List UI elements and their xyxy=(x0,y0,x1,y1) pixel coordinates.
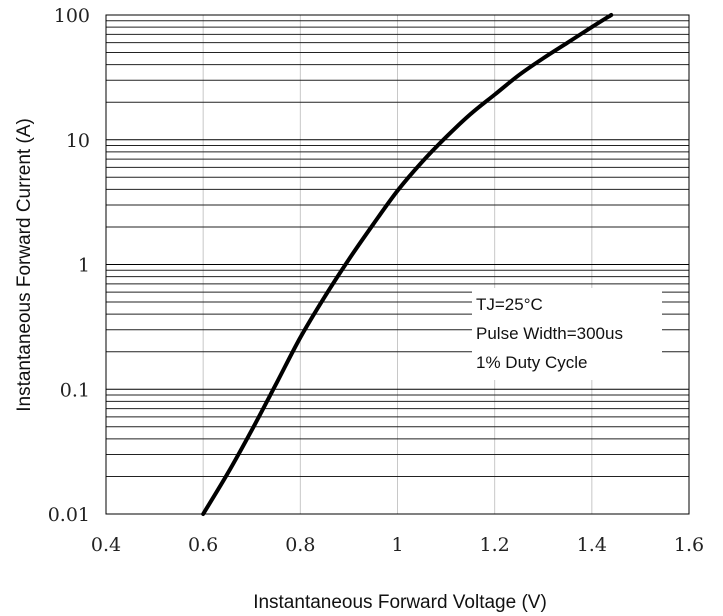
annotation-box: TJ=25°C Pulse Width=300us 1% Duty Cycle xyxy=(472,288,662,380)
x-tick-label: 1.4 xyxy=(577,534,607,556)
plot-frame xyxy=(105,14,690,515)
y-tick-labels: 0.01 0.1 1 10 100 xyxy=(48,5,90,526)
grid xyxy=(106,14,689,514)
y-tick-label: 0.01 xyxy=(48,504,90,526)
y-tick-label: 10 xyxy=(66,130,90,152)
annotation-line-3: 1% Duty Cycle xyxy=(476,353,587,372)
x-tick-label: 1.2 xyxy=(480,534,510,556)
x-axis-title: Instantaneous Forward Voltage (V) xyxy=(253,592,547,613)
x-tick-labels: 0.4 0.6 0.8 1 1.2 1.4 1.6 xyxy=(91,534,704,556)
x-tick-label: 1.6 xyxy=(674,534,704,556)
y-tick-label: 1 xyxy=(78,255,90,277)
y-axis-title: Instantaneous Forward Current (A) xyxy=(14,118,35,412)
x-tick-label: 0.4 xyxy=(91,534,121,556)
series-layer xyxy=(201,13,614,516)
x-tick-label: 0.6 xyxy=(188,534,218,556)
annotation-line-1: TJ=25°C xyxy=(476,295,543,314)
x-tick-label: 1 xyxy=(391,534,403,556)
x-tick-label: 0.8 xyxy=(285,534,315,556)
annotation-line-2: Pulse Width=300us xyxy=(476,324,623,343)
series-line xyxy=(201,13,614,516)
y-tick-label: 0.1 xyxy=(60,379,90,401)
y-tick-label: 100 xyxy=(54,5,90,27)
annotation-background xyxy=(472,288,662,380)
